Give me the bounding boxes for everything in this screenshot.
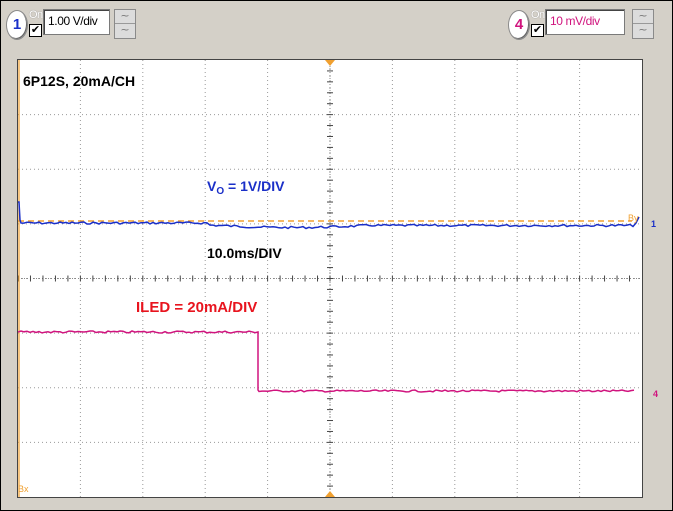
channel4-on-label: On	[531, 9, 545, 21]
config-label: 6P12S, 20mA/CH	[23, 73, 136, 89]
trigger-position-marker-bottom	[325, 491, 335, 497]
channel1-coupling-top: ~	[115, 10, 135, 24]
scope-display[interactable]	[17, 59, 643, 498]
channel4-coupling-bottom: ~	[638, 23, 648, 36]
vo-label: VO = 1V/DIV	[207, 178, 284, 197]
channel1-badge[interactable]: 1	[6, 10, 28, 40]
channel4-badge[interactable]: 4	[508, 10, 530, 40]
iled-label: ILED = 20mA/DIV	[136, 299, 258, 316]
channel4-coupling-top: ~	[633, 10, 653, 24]
trigger-position-marker-top	[325, 60, 335, 66]
channel1-on-checkbox[interactable]: ✔	[29, 23, 42, 37]
channel1-controls: 1 On ✔ 1.00 V/div ~ ~	[6, 7, 146, 43]
scope-graticule	[18, 60, 642, 497]
ch1-vo-trace	[18, 201, 640, 230]
channel4-controls: 4 On ✔ 10 mV/div ~ ~	[508, 7, 668, 43]
channel1-coupling-selector[interactable]: ~ ~	[114, 9, 136, 39]
channel1-on-label: On	[29, 9, 43, 21]
ch4-iled-trace	[18, 330, 635, 393]
channel1-scale-field[interactable]: 1.00 V/div	[43, 9, 110, 35]
ch1-ground-marker[interactable]: 1	[651, 219, 657, 229]
channel4-on-checkbox[interactable]: ✔	[531, 23, 544, 37]
vo-label-main: V	[207, 178, 217, 194]
channel4-scale-field[interactable]: 10 mV/div	[545, 9, 625, 35]
ch4-ground-marker[interactable]: 4	[653, 389, 659, 399]
channel1-coupling-bottom: ~	[120, 23, 130, 36]
vo-label-rest: = 1V/DIV	[224, 178, 285, 194]
vo-label-sub: O	[216, 186, 225, 197]
by-cursor-marker[interactable]: By	[628, 213, 639, 223]
timebase-label: 10.0ms/DIV	[207, 245, 282, 261]
channel-toolbar: 1 On ✔ 1.00 V/div ~ ~ 4 On ✔ 10 mV/div ~…	[1, 1, 672, 49]
bx-cursor-marker[interactable]: Bx	[18, 484, 29, 494]
channel4-coupling-selector[interactable]: ~ ~	[632, 9, 654, 39]
